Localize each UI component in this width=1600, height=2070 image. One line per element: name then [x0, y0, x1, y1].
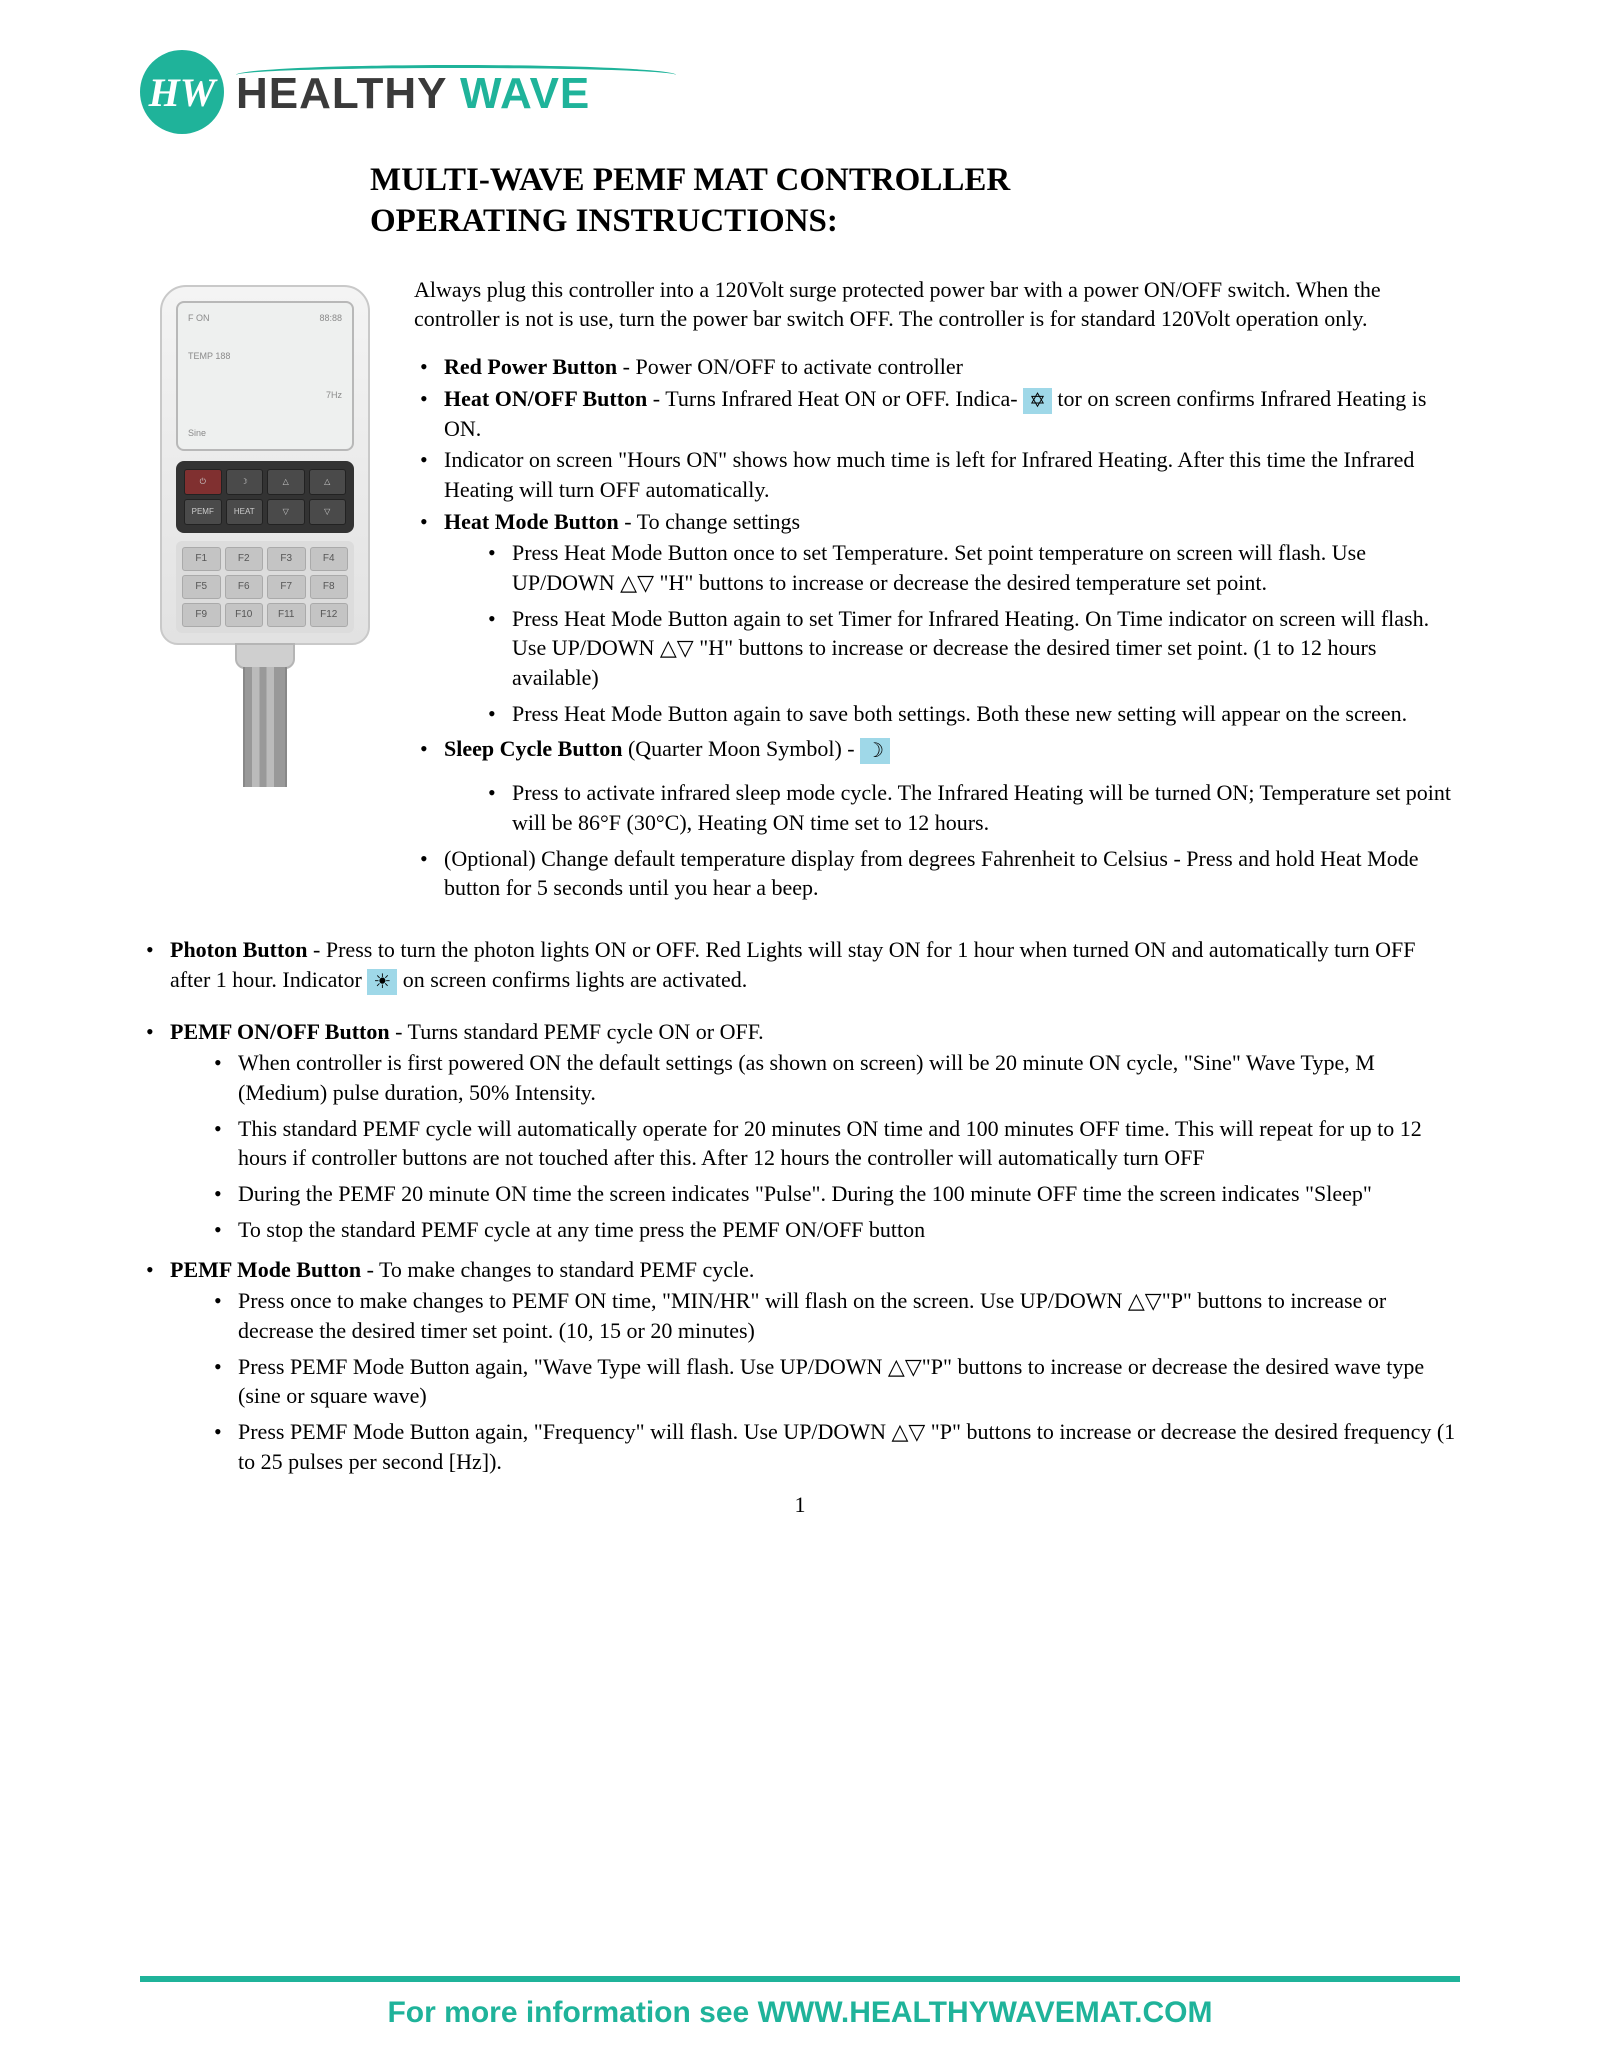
instructions-lower: Photon Button - Press to turn the photon…	[140, 935, 1460, 1520]
heat-mode-sub0: Press Heat Mode Button once to set Tempe…	[482, 538, 1460, 597]
f11-button[interactable]: F11	[267, 603, 306, 627]
heat-mode-sub1: Press Heat Mode Button again to set Time…	[482, 604, 1460, 693]
bullet-optional-celsius: (Optional) Change default temperature di…	[414, 844, 1460, 903]
controller-strain-relief	[235, 643, 295, 669]
f10-button[interactable]: F10	[225, 603, 264, 627]
bullet-heat-mode: Heat Mode Button - To change settings Pr…	[414, 507, 1460, 729]
instructions-upper: Always plug this controller into a 120Vo…	[414, 275, 1460, 906]
f6-button[interactable]: F6	[225, 575, 264, 599]
brand-word1: HEALTHY	[236, 69, 447, 118]
page-footer: For more information see WWW.HEALTHYWAVE…	[140, 1976, 1460, 2030]
pemf-mode-text: - To make changes to standard PEMF cycle…	[361, 1257, 754, 1282]
bullet-hours-on: Indicator on screen "Hours ON" shows how…	[414, 445, 1460, 504]
controller-main-buttons: ⏻ ☽ △ △ PEMF HEAT ▽ ▽	[176, 461, 354, 533]
sleep-cycle-sublist: Press to activate infrared sleep mode cy…	[444, 778, 1460, 837]
heat-onoff-text-a: - Turns Infrared Heat ON or OFF. Indica-	[647, 386, 1017, 411]
moon-icon: ☽	[860, 738, 890, 764]
heat-mode-text: - To change settings	[619, 509, 800, 534]
screen-top-right: 88:88	[319, 313, 342, 323]
sleep-cycle-text: (Quarter Moon Symbol) -	[622, 736, 860, 761]
heat-onoff-label: Heat ON/OFF Button	[444, 386, 647, 411]
pemf-mode-sub1: Press PEMF Mode Button again, "Wave Type…	[208, 1352, 1460, 1411]
brand-logo: HW HEALTHY WAVE	[140, 50, 1460, 134]
f3-button[interactable]: F3	[267, 547, 306, 571]
sun-icon: ☀	[367, 969, 397, 995]
pemf-onoff-label: PEMF ON/OFF Button	[170, 1019, 390, 1044]
title-line-2: OPERATING INSTRUCTIONS:	[370, 203, 838, 239]
screen-low: 7Hz	[326, 390, 342, 400]
pemf-on-sub2: During the PEMF 20 minute ON time the sc…	[208, 1179, 1460, 1209]
red-power-text: - Power ON/OFF to activate controller	[617, 354, 963, 379]
controller-illustration: F ON88:88 TEMP 188 7Hz Sine ⏻ ☽ △ △	[140, 275, 390, 906]
f7-button[interactable]: F7	[267, 575, 306, 599]
heat-mode-button[interactable]: HEAT	[226, 499, 264, 525]
screen-mid: TEMP 188	[188, 351, 230, 361]
f4-button[interactable]: F4	[310, 547, 349, 571]
f1-button[interactable]: F1	[182, 547, 221, 571]
f9-button[interactable]: F9	[182, 603, 221, 627]
photon-text-a: - Press to turn the photon lights ON or …	[170, 937, 1415, 992]
intro-paragraph: Always plug this controller into a 120Vo…	[414, 275, 1460, 334]
pemf-mode-sub0: Press once to make changes to PEMF ON ti…	[208, 1286, 1460, 1345]
lower-bullet-list: Photon Button - Press to turn the photon…	[140, 935, 1460, 1476]
photon-text-b: on screen confirms lights are activated.	[397, 967, 747, 992]
pemf-onoff-text: - Turns standard PEMF cycle ON or OFF.	[390, 1019, 764, 1044]
f2-button[interactable]: F2	[225, 547, 264, 571]
title-line-1: MULTI-WAVE PEMF MAT CONTROLLER	[370, 162, 1010, 198]
footer-prefix: For more information see	[387, 1996, 757, 2029]
document-title: MULTI-WAVE PEMF MAT CONTROLLER OPERATING…	[370, 160, 1460, 243]
bullet-pemf-onoff: PEMF ON/OFF Button - Turns standard PEMF…	[140, 1017, 1460, 1245]
upper-section: F ON88:88 TEMP 188 7Hz Sine ⏻ ☽ △ △	[140, 275, 1460, 906]
pemf-on-sub1: This standard PEMF cycle will automatica…	[208, 1114, 1460, 1173]
red-power-label: Red Power Button	[444, 354, 617, 379]
power-button[interactable]: ⏻	[184, 469, 222, 495]
page-number: 1	[140, 1490, 1460, 1520]
pemf-mode-sublist: Press once to make changes to PEMF ON ti…	[170, 1286, 1460, 1476]
bullet-pemf-mode: PEMF Mode Button - To make changes to st…	[140, 1255, 1460, 1477]
heat-down-button[interactable]: ▽	[267, 499, 305, 525]
sleep-cycle-label: Sleep Cycle Button	[444, 736, 622, 761]
controller-device: F ON88:88 TEMP 188 7Hz Sine ⏻ ☽ △ △	[160, 285, 370, 787]
pemf-on-sub0: When controller is first powered ON the …	[208, 1048, 1460, 1107]
pemf-mode-label: PEMF Mode Button	[170, 1257, 361, 1282]
pemf-mode-sub2: Press PEMF Mode Button again, "Frequency…	[208, 1417, 1460, 1476]
photon-label: Photon Button	[170, 937, 308, 962]
pemf-up-button[interactable]: △	[309, 469, 347, 495]
pemf-down-button[interactable]: ▽	[309, 499, 347, 525]
brand-word2: WAVE	[460, 69, 590, 118]
screen-top-left: F ON	[188, 313, 210, 323]
bullet-red-power: Red Power Button - Power ON/OFF to activ…	[414, 352, 1460, 382]
heat-mode-sublist: Press Heat Mode Button once to set Tempe…	[444, 538, 1460, 728]
brand-wordmark: HEALTHY WAVE	[236, 69, 676, 119]
pemf-on-sub3: To stop the standard PEMF cycle at any t…	[208, 1215, 1460, 1245]
controller-body: F ON88:88 TEMP 188 7Hz Sine ⏻ ☽ △ △	[160, 285, 370, 645]
f5-button[interactable]: F5	[182, 575, 221, 599]
controller-cable	[243, 667, 287, 787]
footer-url: WWW.HEALTHYWAVEMAT.COM	[758, 1996, 1213, 2029]
controller-screen: F ON88:88 TEMP 188 7Hz Sine	[176, 301, 354, 451]
brand-wordmark-block: HEALTHY WAVE	[236, 65, 676, 119]
upper-bullet-list: Red Power Button - Power ON/OFF to activ…	[414, 352, 1460, 903]
pemf-onoff-sublist: When controller is first powered ON the …	[170, 1048, 1460, 1244]
pemf-onoff-button[interactable]: PEMF	[184, 499, 222, 525]
heat-indicator-icon: ✡	[1023, 388, 1052, 414]
heat-up-button[interactable]: △	[267, 469, 305, 495]
heat-mode-label: Heat Mode Button	[444, 509, 619, 534]
document-page: HW HEALTHY WAVE MULTI-WAVE PEMF MAT CONT…	[0, 0, 1600, 1560]
bullet-photon: Photon Button - Press to turn the photon…	[140, 935, 1460, 995]
bullet-heat-onoff: Heat ON/OFF Button - Turns Infrared Heat…	[414, 384, 1460, 444]
brand-monogram: HW	[140, 50, 224, 134]
moon-button[interactable]: ☽	[226, 469, 264, 495]
sleep-cycle-sub0: Press to activate infrared sleep mode cy…	[482, 778, 1460, 837]
controller-fkey-grid: F1 F2 F3 F4 F5 F6 F7 F8 F9	[176, 541, 354, 633]
f8-button[interactable]: F8	[310, 575, 349, 599]
f12-button[interactable]: F12	[310, 603, 349, 627]
heat-mode-sub2: Press Heat Mode Button again to save bot…	[482, 699, 1460, 729]
bullet-sleep-cycle: Sleep Cycle Button (Quarter Moon Symbol)…	[414, 734, 1460, 837]
